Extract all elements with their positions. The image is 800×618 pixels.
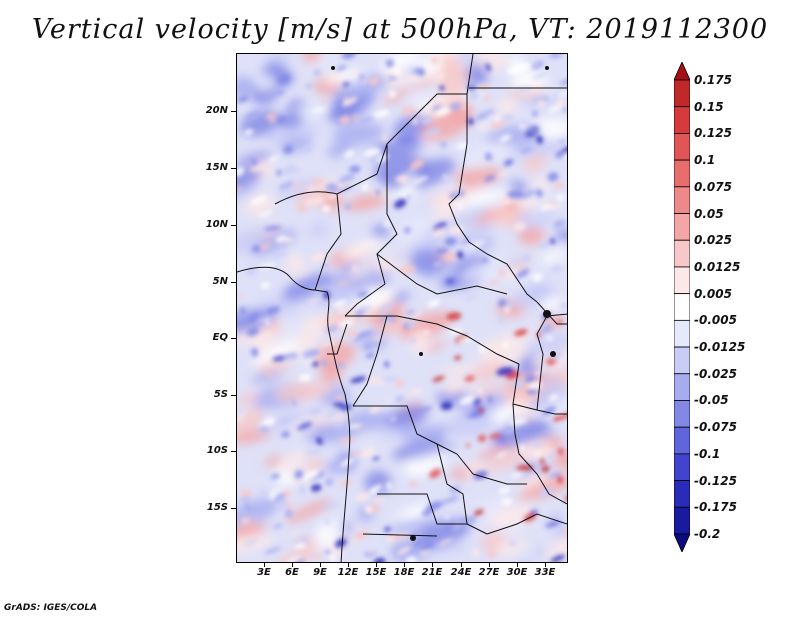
lat-tick — [231, 168, 236, 169]
colorbar-label: -0.175 — [694, 500, 737, 515]
lat-tick — [231, 451, 236, 452]
country-borders — [237, 54, 567, 562]
map-title: Vertical velocity [m/s] at 500hPa, VT: 2… — [31, 14, 769, 45]
colorbar-cell — [674, 106, 690, 134]
lat-tick — [231, 395, 236, 396]
lon-label-24e: 24E — [450, 567, 472, 578]
lon-label-6e: 6E — [285, 567, 299, 578]
lat-label-15s: 15S — [206, 502, 228, 513]
lon-tick — [348, 563, 349, 567]
lat-tick — [231, 282, 236, 283]
lat-tick — [231, 225, 236, 226]
lake-markers — [331, 66, 556, 541]
colorbar-cell — [674, 346, 690, 375]
colorbar-label: -0.1 — [694, 446, 721, 461]
colorbar-cell — [674, 426, 690, 455]
colorbar-label: -0.025 — [694, 366, 737, 381]
lon-tick — [376, 563, 377, 567]
colorbar-label: 0.125 — [694, 126, 732, 141]
lon-label-21e: 21E — [421, 567, 443, 578]
lat-label-5n: 5N — [212, 276, 228, 287]
colorbar — [674, 62, 690, 552]
colorbar-label: 0.175 — [694, 73, 732, 87]
lon-label-9e: 9E — [313, 567, 327, 578]
colorbar-label: -0.2 — [694, 527, 721, 541]
colorbar-cell — [674, 239, 690, 268]
lat-tick — [231, 508, 236, 509]
colorbar-label: 0.0125 — [694, 259, 741, 274]
colorbar-cell — [674, 453, 690, 481]
lat-tick — [231, 338, 236, 339]
colorbar-label: -0.005 — [694, 313, 737, 328]
lat-label-20n: 20N — [205, 105, 228, 116]
lon-tick — [545, 563, 546, 567]
colorbar-cell — [674, 293, 690, 321]
colorbar-label: -0.0125 — [694, 340, 746, 355]
colorbar-label: -0.075 — [694, 420, 737, 435]
colorbar-cells — [674, 62, 690, 552]
colorbar-bottom-arrow — [674, 533, 690, 552]
colorbar-cell — [674, 159, 690, 188]
lon-tick — [461, 563, 462, 567]
colorbar-top-arrow — [674, 62, 690, 81]
lon-tick — [292, 563, 293, 567]
colorbar-cell — [674, 266, 690, 295]
lon-tick — [489, 563, 490, 567]
lat-tick — [231, 111, 236, 112]
velocity-field — [237, 54, 567, 562]
lon-tick — [320, 563, 321, 567]
lon-tick — [264, 563, 265, 567]
lat-label-15n: 15N — [205, 162, 228, 173]
lat-label-5s: 5S — [213, 389, 228, 400]
colorbar-cell — [674, 133, 690, 161]
colorbar-cell — [674, 319, 690, 348]
lat-label-10n: 10N — [205, 219, 228, 230]
colorbar-label: 0.025 — [694, 233, 732, 248]
lon-label-18e: 18E — [393, 567, 415, 578]
colorbar-label: 0.15 — [694, 99, 724, 114]
colorbar-label: -0.05 — [694, 393, 729, 408]
colorbar-cell — [674, 373, 690, 401]
lon-tick — [432, 563, 433, 567]
lon-label-3e: 3E — [257, 567, 271, 578]
lon-label-15e: 15E — [365, 567, 387, 578]
lon-tick — [517, 563, 518, 567]
colorbar-label: -0.125 — [694, 473, 737, 488]
lon-label-33e: 33E — [534, 567, 556, 578]
colorbar-cell — [674, 506, 690, 535]
lon-label-30e: 30E — [506, 567, 528, 578]
colorbar-label: 0.05 — [694, 206, 724, 221]
lat-label-10s: 10S — [206, 445, 228, 456]
lon-label-12e: 12E — [337, 567, 359, 578]
lon-tick — [404, 563, 405, 567]
vertical-velocity-map — [236, 53, 568, 563]
colorbar-label: 0.005 — [694, 286, 732, 301]
colorbar-cell — [674, 79, 690, 108]
lon-label-27e: 27E — [478, 567, 500, 578]
colorbar-cell — [674, 480, 690, 508]
colorbar-label: 0.075 — [694, 179, 732, 194]
footer-credit: GrADS: IGES/COLA — [4, 603, 98, 613]
colorbar-cell — [674, 400, 690, 428]
colorbar-cell — [674, 186, 690, 214]
lat-label-eq: EQ — [212, 332, 228, 343]
velocity-field-patches — [237, 54, 567, 562]
colorbar-cell — [674, 213, 690, 241]
colorbar-label: 0.1 — [694, 153, 716, 168]
